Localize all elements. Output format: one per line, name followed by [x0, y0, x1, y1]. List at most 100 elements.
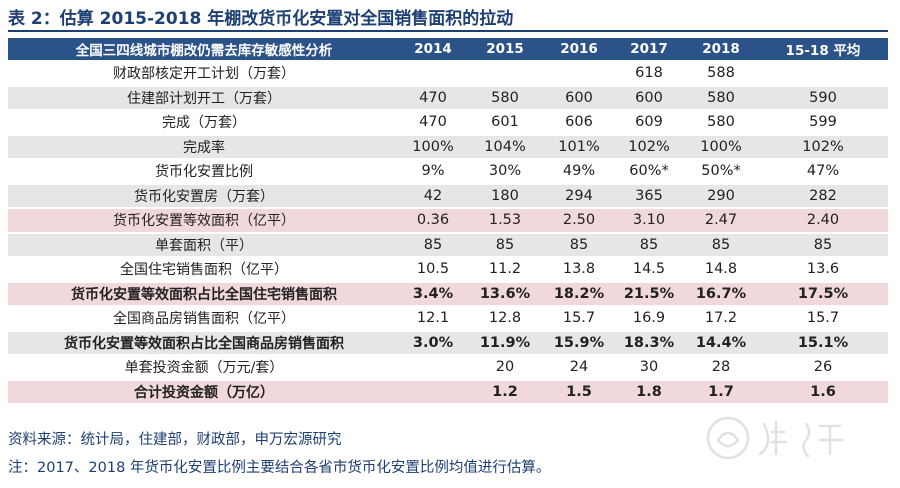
- value-cell: 294: [544, 184, 614, 207]
- value-cell: 42: [400, 184, 466, 207]
- value-cell: 180: [466, 184, 544, 207]
- value-cell: 100%: [400, 135, 466, 158]
- value-cell: 609: [614, 111, 684, 134]
- table-row: 合计投资金额（万亿） 1.2 1.5 1.8 1.7 1.6: [8, 380, 888, 403]
- value-cell: 13.8: [544, 258, 614, 281]
- table-row: 货币化安置等效面积占比全国商品房销售面积 3.0% 11.9% 15.9% 18.3% 1…: [8, 331, 888, 354]
- value-cell: 11.9%: [466, 331, 544, 354]
- value-cell: 0.36: [400, 209, 466, 232]
- value-cell: 590: [758, 86, 888, 109]
- table-row: 全国商品房销售面积（亿平） 12.1 12.8 15.7 16.9 17.2 15.7: [8, 307, 888, 330]
- row-label: 货币化安置等效面积占比全国住宅销售面积: [8, 282, 400, 305]
- row-label: 财政部核定开工计划（万套）: [8, 62, 400, 85]
- value-cell: [758, 62, 888, 85]
- header-cell: 2017: [614, 38, 684, 60]
- value-cell: 599: [758, 111, 888, 134]
- value-cell: 3.4%: [400, 282, 466, 305]
- row-label: 完成（万套）: [8, 111, 400, 134]
- table-row: 单套面积（平） 85 85 85 85 85 85: [8, 233, 888, 256]
- table-row: 货币化安置房（万套） 42 180 294 365 290 282: [8, 184, 888, 207]
- row-label: 单套面积（平）: [8, 233, 400, 256]
- value-cell: 102%: [758, 135, 888, 158]
- value-cell: 588: [684, 62, 758, 85]
- header-cell: 2014: [400, 38, 466, 60]
- row-label: 住建部计划开工（万套）: [8, 86, 400, 109]
- value-cell: 16.7%: [684, 282, 758, 305]
- value-cell: 17.5%: [758, 282, 888, 305]
- table-row: 货币化安置比例 9% 30% 49% 60%* 50%* 47%: [8, 160, 888, 183]
- value-cell: 10.5: [400, 258, 466, 281]
- value-cell: 1.5: [544, 380, 614, 403]
- value-cell: 18.3%: [614, 331, 684, 354]
- value-cell: 15.7: [544, 307, 614, 330]
- value-cell: 85: [614, 233, 684, 256]
- value-cell: 580: [466, 86, 544, 109]
- value-cell: 85: [544, 233, 614, 256]
- value-cell: 49%: [544, 160, 614, 183]
- value-cell: [400, 62, 466, 85]
- row-label: 货币化安置等效面积（亿平）: [8, 209, 400, 232]
- value-cell: 2.50: [544, 209, 614, 232]
- row-label: 货币化安置比例: [8, 160, 400, 183]
- value-cell: 2.40: [758, 209, 888, 232]
- value-cell: 282: [758, 184, 888, 207]
- footnote: 注：2017、2018 年货币化安置比例主要结合各省市货币化安置比例均值进行估算…: [8, 460, 551, 476]
- value-cell: 606: [544, 111, 614, 134]
- value-cell: 580: [684, 86, 758, 109]
- value-cell: 14.4%: [684, 331, 758, 354]
- value-cell: 85: [758, 233, 888, 256]
- value-cell: 1.7: [684, 380, 758, 403]
- value-cell: 104%: [466, 135, 544, 158]
- value-cell: 470: [400, 111, 466, 134]
- table-row: 完成（万套） 470 601 606 609 580 599: [8, 111, 888, 134]
- value-cell: [400, 380, 466, 403]
- value-cell: 12.1: [400, 307, 466, 330]
- table-header-row: 全国三四线城市棚改仍需去库存敏感性分析 2014 2015 2016 2017 …: [8, 38, 888, 60]
- value-cell: [544, 62, 614, 85]
- table-row: 财政部核定开工计划（万套） 618 588: [8, 62, 888, 85]
- value-cell: 85: [466, 233, 544, 256]
- row-label: 货币化安置等效面积占比全国商品房销售面积: [8, 331, 400, 354]
- table-row: 货币化安置等效面积占比全国住宅销售面积 3.4% 13.6% 18.2% 21.5% 16…: [8, 282, 888, 305]
- table-row: 完成率 100% 104% 101% 102% 100% 102%: [8, 135, 888, 158]
- value-cell: 3.10: [614, 209, 684, 232]
- source-note: 资料来源：统计局，住建部，财政部，申万宏源研究: [8, 432, 342, 448]
- value-cell: 600: [614, 86, 684, 109]
- value-cell: 1.2: [466, 380, 544, 403]
- value-cell: 12.8: [466, 307, 544, 330]
- value-cell: 30%: [466, 160, 544, 183]
- value-cell: 50%*: [684, 160, 758, 183]
- value-cell: [400, 356, 466, 379]
- value-cell: 1.53: [466, 209, 544, 232]
- header-cell: 全国三四线城市棚改仍需去库存敏感性分析: [8, 38, 400, 60]
- row-label: 单套投资金额（万元/套）: [8, 356, 400, 379]
- value-cell: 100%: [684, 135, 758, 158]
- value-cell: 618: [614, 62, 684, 85]
- row-label: 全国住宅销售面积（亿平）: [8, 258, 400, 281]
- table-title: 表 2：估算 2015-2018 年棚改货币化安置对全国销售面积的拉动: [8, 9, 514, 29]
- row-label: 完成率: [8, 135, 400, 158]
- value-cell: 11.2: [466, 258, 544, 281]
- brand-watermark-icon: [706, 416, 844, 460]
- table-row: 全国住宅销售面积（亿平） 10.5 11.2 13.8 14.5 14.8 13.6: [8, 258, 888, 281]
- title-divider: [8, 30, 888, 32]
- value-cell: 3.0%: [400, 331, 466, 354]
- value-cell: 18.2%: [544, 282, 614, 305]
- value-cell: 13.6%: [466, 282, 544, 305]
- value-cell: 15.1%: [758, 331, 888, 354]
- value-cell: 21.5%: [614, 282, 684, 305]
- value-cell: 14.8: [684, 258, 758, 281]
- value-cell: 601: [466, 111, 544, 134]
- row-label: 全国商品房销售面积（亿平）: [8, 307, 400, 330]
- value-cell: 290: [684, 184, 758, 207]
- value-cell: 102%: [614, 135, 684, 158]
- value-cell: 17.2: [684, 307, 758, 330]
- value-cell: [466, 62, 544, 85]
- header-cell: 2016: [544, 38, 614, 60]
- row-label: 货币化安置房（万套）: [8, 184, 400, 207]
- value-cell: 20: [466, 356, 544, 379]
- value-cell: 14.5: [614, 258, 684, 281]
- value-cell: 85: [684, 233, 758, 256]
- value-cell: 16.9: [614, 307, 684, 330]
- value-cell: 26: [758, 356, 888, 379]
